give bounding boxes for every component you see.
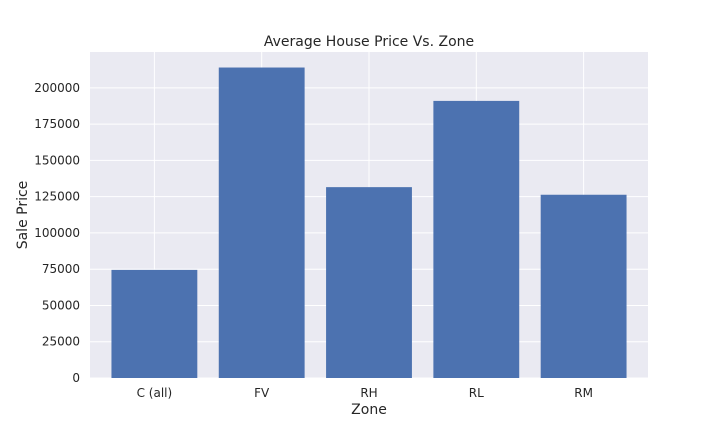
y-tick-label: 100000: [34, 226, 80, 240]
bar-c-all: [111, 269, 198, 378]
bar-rl: [433, 100, 520, 378]
x-tick-label: RH: [360, 386, 377, 400]
bar-fv: [218, 67, 305, 378]
bar-rh: [326, 187, 412, 378]
bars: [111, 67, 627, 378]
x-tick-label: RL: [469, 386, 484, 400]
y-tick-label: 200000: [34, 81, 80, 95]
x-tick-label: FV: [254, 386, 270, 400]
y-tick-label: 25000: [42, 335, 80, 349]
y-tick-label: 75000: [42, 262, 80, 276]
y-tick-label: 125000: [34, 190, 80, 204]
x-tick-labels: C (all) FV RH RL RM: [137, 386, 593, 400]
x-tick-label: C (all): [137, 386, 173, 400]
bar-rm: [540, 194, 627, 378]
y-tick-labels: 0 25000 50000 75000 100000 125000 150000 175000…: [34, 81, 80, 385]
y-tick-label: 50000: [42, 298, 80, 312]
y-tick-label: 175000: [34, 117, 80, 131]
y-axis-title: Sale Price: [15, 181, 31, 250]
x-axis-title: Zone: [351, 402, 387, 418]
y-tick-label: 150000: [34, 153, 80, 167]
chart-title: Average House Price Vs. Zone: [264, 34, 474, 50]
x-tick-label: RM: [574, 386, 593, 400]
y-tick-label: 0: [72, 371, 80, 385]
